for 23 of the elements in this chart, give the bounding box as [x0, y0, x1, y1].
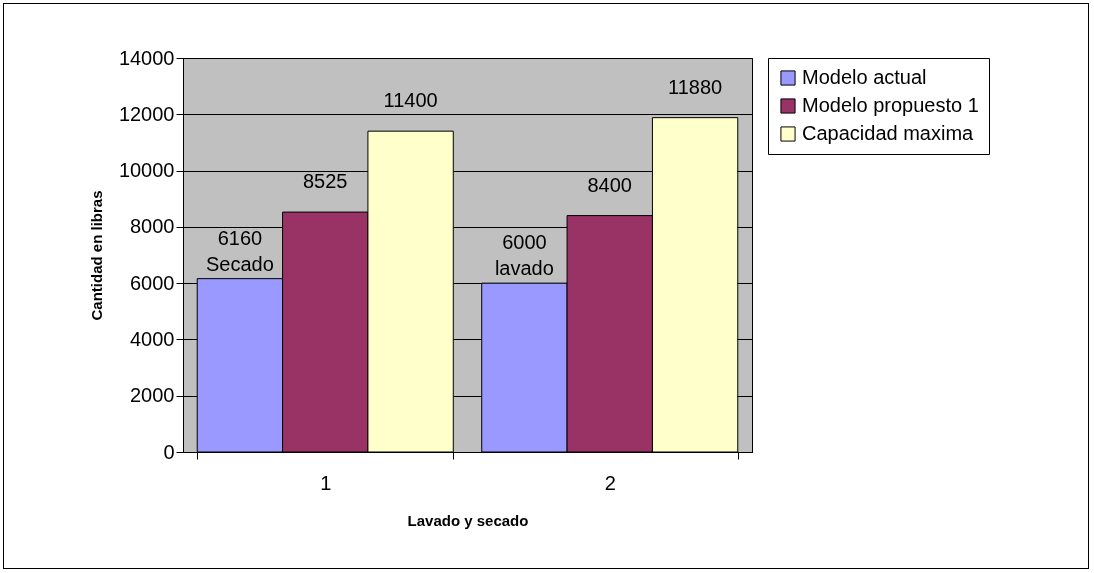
y-tick-label: 8000 [130, 215, 175, 238]
y-tick-label: 10000 [118, 159, 175, 182]
y-tick-label: 14000 [118, 46, 175, 69]
data-label: 6000 [502, 231, 547, 254]
annotation: lavado [494, 257, 554, 280]
x-axis-title: Lavado y secado [407, 511, 529, 529]
x-tick-label: 2 [604, 471, 616, 494]
y-tick-label: 2000 [130, 384, 175, 407]
data-label: 11400 [383, 89, 438, 112]
legend-label: Modelo propuesto 1 [802, 94, 979, 116]
y-tick-label: 12000 [118, 102, 175, 125]
data-label: 6160 [217, 226, 263, 249]
y-axis-title: Cantidad en libras [87, 190, 105, 321]
y-tick-label: 4000 [130, 327, 175, 350]
x-tick-label: 1 [320, 471, 332, 494]
data-label: 11880 [668, 75, 723, 98]
legend-label: Modelo actual [802, 66, 927, 88]
annotation: Secado [205, 252, 274, 275]
data-label: 8525 [303, 170, 348, 193]
data-label: 8400 [587, 173, 632, 196]
y-tick-label: 0 [163, 440, 175, 463]
legend-label: Capacidad maxima [802, 122, 975, 144]
y-tick-label: 6000 [130, 271, 175, 294]
